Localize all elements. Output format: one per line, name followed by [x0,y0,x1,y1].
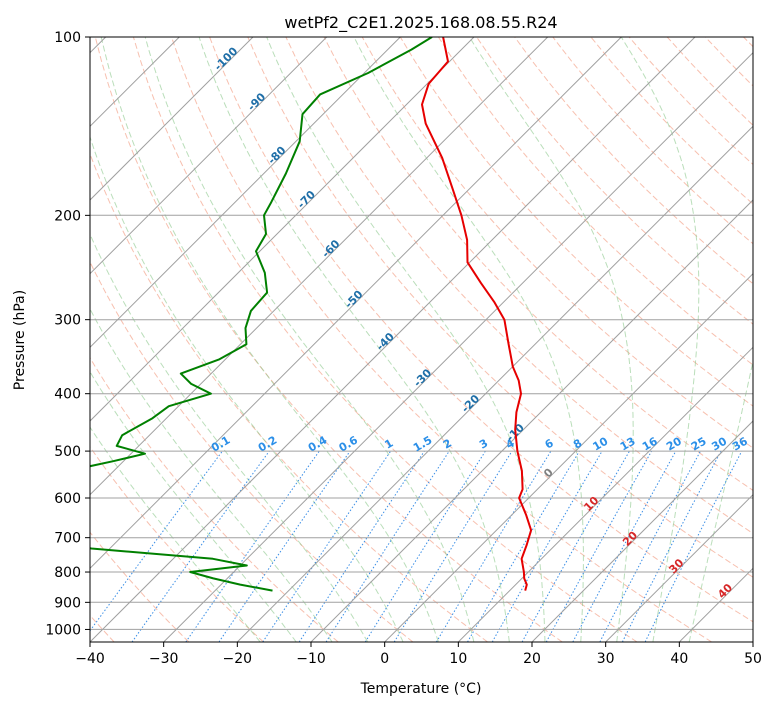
x-tick-label: −40 [75,651,105,667]
x-tick-label: −30 [149,651,179,667]
mixing-ratio-line [298,450,425,642]
dry-adiabat-line [90,531,190,642]
x-tick-label: −20 [223,651,253,667]
y-tick-label: 600 [54,491,81,507]
x-axis-label: Temperature (°C) [360,681,482,697]
isotherm-line [90,37,622,570]
dry-adiabat-line [94,37,563,642]
isotherm-line [90,37,254,201]
y-tick-label: 700 [54,531,81,547]
mixing-ratio-line [393,450,513,642]
mixing-ratio-line [521,450,630,642]
axis-ticks: −40 −30 −20 −10 0 10 20 30 40 50 100 200 300 400 500 60… [45,30,762,667]
dry-adiabat-line [361,37,753,449]
moist-adiabat-line [198,37,510,642]
dry-adiabat-line [209,37,753,623]
y-tick-label: 300 [54,313,81,329]
mixing-ratio-line [435,450,552,642]
isotherm-line [163,51,753,642]
y-tick-label: 500 [54,444,81,460]
isotherm-line [90,37,475,422]
mixing-ratio-line [572,450,677,642]
mixing-ratio-line [131,450,270,642]
moist-adiabat-line [620,37,700,642]
x-tick-label: −10 [296,651,326,667]
plot-frame [89,36,754,643]
x-tick-label: 20 [523,651,541,667]
y-tick-label: 100 [54,30,81,46]
isotherm-line [90,37,328,275]
dry-adiabat-line [399,37,753,407]
mixing-ratio-line [90,450,223,632]
dewpoint-profile-line [90,37,433,592]
moist-adiabat-line [90,232,369,642]
mixing-ratio-line [621,450,722,642]
mixing-ratio-line [364,450,486,642]
x-tick-label: 30 [597,651,615,667]
mixing-ratio-line [262,450,392,642]
mixing-ratio-line [599,450,701,642]
y-tick-label: 200 [54,208,81,224]
profile-series [90,37,533,592]
dry-adiabat-line [514,37,753,285]
isotherm-line [605,493,753,642]
mixing-ratio-line [218,450,351,642]
x-tick-label: 50 [744,651,762,667]
dry-adiabat-line [132,37,638,642]
dry-adiabat-line [437,37,753,366]
y-axis-label: Pressure (hPa) [12,290,28,390]
moist-adiabat-line [100,37,439,642]
isotherm-line [752,641,753,642]
dry-adiabat-line [247,37,753,578]
mixing-ratio-line [325,450,450,642]
y-tick-label: 400 [54,387,81,403]
isotherm-line [236,125,753,642]
moist-adiabat-line [144,37,475,642]
dry-adiabat-line [90,152,488,642]
moist-adiabat-line [90,370,297,642]
moist-adiabat-line [266,37,546,642]
temperature-profile-line [421,37,533,591]
y-tick-label: 1000 [45,622,81,638]
isotherm-line [457,346,753,642]
y-tick-label: 800 [54,565,81,581]
moist-adiabat-line [469,37,634,642]
dry-adiabat-line [171,37,712,642]
x-tick-label: 10 [449,651,467,667]
mixing-ratio-line [545,450,653,642]
dry-adiabat-line [90,446,264,642]
isotherm-line [531,420,753,642]
x-tick-label: 0 [380,651,389,667]
dry-adiabat-line [285,37,753,535]
chart-title: wetPf2_C2E1.2025.168.08.55.R24 [284,13,557,33]
moist-adiabat-line [353,37,584,642]
y-tick-label: 900 [54,595,81,611]
mixing-ratio-line [644,450,743,642]
x-tick-label: 40 [670,651,688,667]
isotherm-line [310,199,753,642]
moist-adiabat-line [90,135,404,642]
moist-adiabat-line [90,426,261,642]
isotherm-line [384,272,753,642]
plot-background [90,37,753,642]
moist-adiabat-line [688,358,753,642]
isotherm-line [90,37,696,642]
